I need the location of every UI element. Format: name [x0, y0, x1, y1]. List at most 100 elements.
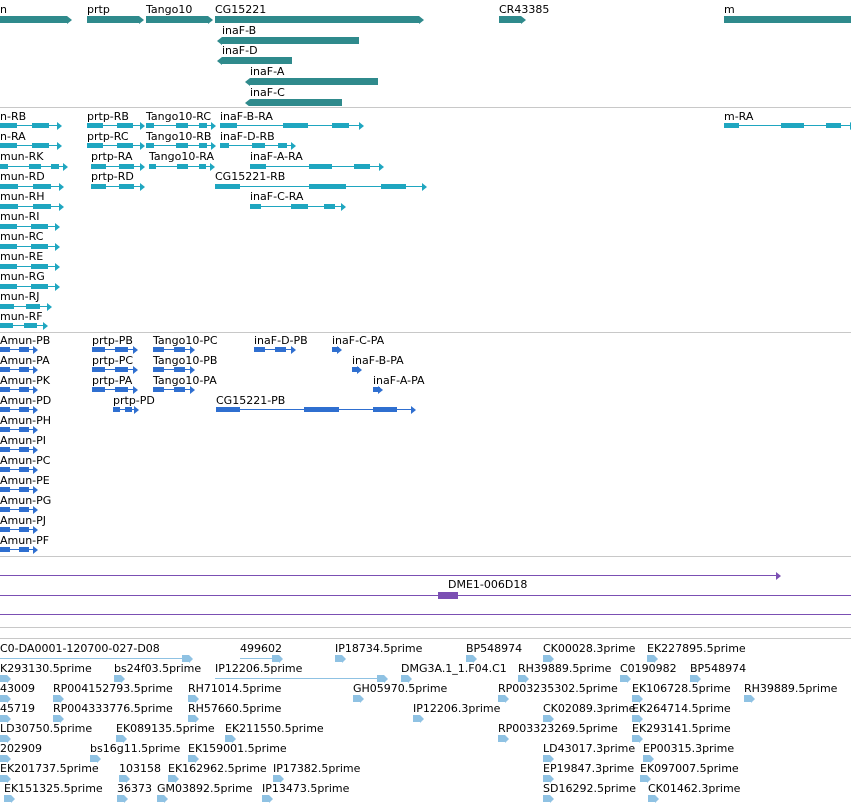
feature-label: Tango10-PA	[153, 374, 217, 387]
est-block	[543, 755, 550, 762]
transcript-track: n-RB n-RA mun-RK mun-RD mun-RH mun-RI mun-RC mu…	[0, 0, 851, 331]
est-block	[647, 655, 654, 662]
arrow-right-icon	[33, 385, 38, 394]
feature-label: IP18734.5prime	[335, 642, 423, 655]
feature-label: n-RB	[0, 110, 27, 123]
exon-block	[115, 367, 128, 372]
intron-line	[0, 226, 56, 227]
clone-line	[0, 595, 851, 596]
feature-label: mun-RK	[0, 150, 44, 163]
arrow-right-icon	[55, 242, 60, 251]
exon-block	[826, 123, 841, 128]
clone-block	[438, 592, 458, 599]
est-block	[632, 735, 639, 742]
intron-line	[153, 389, 191, 390]
exon-block	[309, 184, 346, 189]
est-block	[632, 715, 639, 722]
arrow-right-icon	[697, 674, 701, 683]
feature-label: mun-RD	[0, 170, 45, 183]
track-divider	[0, 556, 851, 557]
feature-label: Amun-PC	[0, 454, 51, 467]
exon-block	[0, 447, 10, 452]
exon-block	[33, 204, 51, 209]
arrow-right-icon	[359, 121, 364, 130]
exon-block	[324, 204, 335, 209]
arrow-right-icon	[647, 774, 651, 783]
feature-label: RH57660.5prime	[188, 702, 282, 715]
exon-block	[149, 164, 156, 169]
feature-label: EK264714.5prime	[632, 702, 731, 715]
feature-label: n-RA	[0, 130, 26, 143]
feature-label: GH05970.5prime	[353, 682, 448, 695]
arrow-right-icon	[7, 774, 11, 783]
arrow-right-icon	[33, 505, 38, 514]
exon-block	[24, 323, 37, 328]
arrow-right-icon	[121, 674, 125, 683]
est-block	[157, 795, 164, 802]
arrow-right-icon	[521, 15, 526, 24]
arrow-right-icon	[550, 794, 554, 803]
exon-block	[29, 164, 41, 169]
intron-line	[0, 389, 34, 390]
feature-label: BP548974	[690, 662, 747, 675]
arrow-right-icon	[63, 162, 68, 171]
feature-label: CR43385	[499, 3, 550, 16]
exon-block	[19, 407, 29, 412]
intron-line	[92, 369, 134, 370]
est-block	[188, 695, 195, 702]
feature-label: Amun-PH	[0, 414, 52, 427]
exon-block	[119, 164, 134, 169]
arrow-right-icon	[7, 674, 11, 683]
arrow-right-icon	[195, 754, 199, 763]
est-block	[543, 795, 550, 802]
exon-block	[19, 507, 29, 512]
gene-track: n prtp Tango10 CG15221 CR43385 m inaF-B inaF-D i…	[0, 0, 851, 106]
intron-line	[0, 369, 34, 370]
intron-line	[0, 549, 34, 550]
arrow-right-icon	[639, 694, 643, 703]
exon-block	[31, 224, 48, 229]
arrow-right-icon	[211, 141, 216, 150]
exon-block	[19, 367, 29, 372]
exon-block	[220, 123, 237, 128]
arrow-right-icon	[639, 714, 643, 723]
feature-label: GM03892.5prime	[157, 782, 253, 795]
arrow-right-icon	[133, 385, 138, 394]
gene-bar	[87, 16, 139, 23]
track-divider	[0, 107, 851, 108]
arrow-right-icon	[134, 405, 139, 414]
arrow-right-icon	[140, 162, 145, 171]
arrow-right-icon	[291, 345, 296, 354]
feature-label: Amun-PJ	[0, 514, 47, 527]
intron-line	[0, 409, 34, 410]
exon-block	[117, 143, 133, 148]
arrow-right-icon	[7, 754, 11, 763]
est-block	[262, 795, 269, 802]
exon-block	[352, 367, 356, 372]
exon-block	[0, 547, 10, 552]
feature-label: RP004152793.5prime	[53, 682, 173, 695]
exon-block	[220, 143, 229, 148]
intron-line	[0, 186, 60, 187]
feature-label: EK097007.5prime	[640, 762, 739, 775]
feature-label: CK01462.3prime	[648, 782, 741, 795]
arrow-right-icon	[97, 754, 101, 763]
feature-label: Amun-PI	[0, 434, 47, 447]
feature-label: inaF-D-PB	[254, 334, 308, 347]
est-block	[518, 675, 525, 682]
est-block	[543, 715, 550, 722]
feature-label: prtp-PC	[92, 354, 134, 367]
arrow-right-icon	[420, 714, 424, 723]
arrow-right-icon	[55, 262, 60, 271]
feature-label: bs16g11.5prime	[90, 742, 181, 755]
exon-block	[724, 123, 739, 128]
intron-line	[254, 349, 292, 350]
exon-block	[174, 347, 185, 352]
arrow-right-icon	[232, 734, 236, 743]
arrow-right-icon	[337, 345, 342, 354]
exon-block	[304, 407, 339, 412]
arrow-right-icon	[126, 774, 130, 783]
exon-block	[19, 487, 29, 492]
feature-label: Tango10-RB	[146, 130, 212, 143]
est-block	[182, 655, 189, 662]
